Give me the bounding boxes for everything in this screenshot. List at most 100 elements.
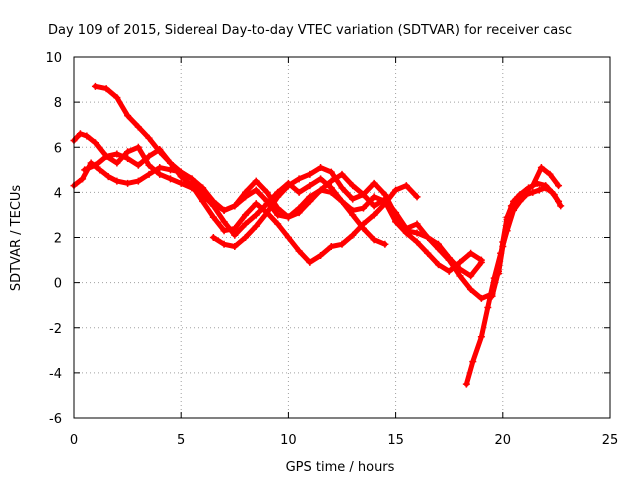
- data-point: [445, 254, 453, 262]
- y-tick-label: 2: [54, 232, 62, 247]
- y-tick-label: -4: [49, 367, 62, 382]
- data-point: [295, 204, 303, 212]
- series-track-1: [70, 130, 485, 275]
- x-tick-label: 25: [602, 433, 619, 448]
- data-point: [555, 182, 563, 190]
- data-point: [477, 258, 485, 266]
- data-point: [495, 270, 503, 278]
- data-point: [537, 164, 545, 172]
- data-point: [402, 182, 410, 190]
- data-point: [434, 261, 442, 269]
- data-point: [402, 227, 410, 235]
- data-point: [102, 152, 110, 160]
- data-point: [104, 173, 112, 181]
- x-tick-label: 20: [495, 433, 512, 448]
- data-point: [381, 240, 389, 248]
- data-point: [557, 202, 565, 210]
- data-point: [370, 236, 378, 244]
- data-point: [370, 202, 378, 210]
- data-point: [317, 164, 325, 172]
- data-point: [199, 184, 207, 192]
- data-point: [413, 229, 421, 237]
- data-point: [263, 209, 271, 217]
- x-tick-label: 5: [177, 433, 185, 448]
- data-point: [166, 175, 174, 183]
- data-point: [188, 175, 196, 183]
- data-point: [274, 211, 282, 219]
- data-point: [113, 150, 121, 158]
- data-point: [145, 152, 153, 160]
- y-tick-label: 4: [54, 186, 62, 201]
- data-point: [424, 234, 432, 241]
- data-point: [499, 243, 507, 251]
- data-point: [392, 211, 400, 219]
- data-point: [327, 243, 335, 251]
- data-point: [535, 186, 543, 194]
- y-tick-label: 8: [54, 96, 62, 111]
- data-point: [295, 247, 303, 255]
- data-point: [306, 182, 314, 190]
- data-point: [102, 85, 110, 93]
- data-point: [529, 188, 537, 196]
- data-point: [231, 231, 239, 239]
- data-point: [456, 265, 464, 273]
- data-point: [209, 234, 217, 241]
- data-point: [252, 186, 260, 194]
- data-point: [338, 240, 346, 248]
- data-point: [91, 82, 99, 90]
- data-point: [359, 204, 367, 212]
- data-point: [220, 206, 228, 214]
- data-point: [134, 143, 142, 151]
- data-point: [370, 193, 378, 201]
- series-track-8: [495, 164, 563, 278]
- data-point: [317, 175, 325, 183]
- data-point: [113, 177, 121, 185]
- series-line: [210, 165, 484, 279]
- data-point: [134, 177, 142, 185]
- data-point: [327, 168, 335, 176]
- data-point: [252, 222, 260, 230]
- data-point: [317, 252, 325, 260]
- data-point: [220, 227, 228, 235]
- series-line: [71, 131, 484, 274]
- y-axis-label: SDTVAR / TECUs: [9, 185, 24, 292]
- data-point: [209, 213, 217, 221]
- data-point: [231, 224, 239, 232]
- data-point: [467, 249, 475, 257]
- data-point: [79, 175, 87, 183]
- series-line: [92, 83, 388, 247]
- data-point: [231, 243, 239, 251]
- data-point: [242, 188, 250, 196]
- data-point: [295, 188, 303, 196]
- data-point: [156, 170, 164, 178]
- series-track-3: [81, 146, 421, 266]
- data-point: [413, 193, 421, 201]
- series-track-5: [209, 164, 485, 280]
- data-point: [274, 204, 282, 212]
- data-point: [284, 182, 292, 190]
- data-point: [220, 240, 228, 248]
- data-point: [413, 220, 421, 228]
- data-point: [263, 197, 271, 205]
- y-tick-label: 0: [54, 277, 62, 292]
- data-point: [177, 168, 185, 176]
- data-point: [550, 191, 558, 199]
- data-point: [306, 193, 314, 201]
- data-point: [199, 197, 207, 205]
- data-point: [306, 170, 314, 178]
- series-line: [496, 165, 561, 277]
- data-point: [338, 170, 346, 178]
- data-point: [145, 134, 153, 142]
- data-point: [231, 202, 239, 210]
- data-point: [96, 166, 104, 174]
- data-point: [349, 231, 357, 239]
- data-point: [413, 238, 421, 246]
- data-point: [124, 179, 132, 187]
- data-layer: [70, 82, 565, 388]
- data-point: [156, 148, 164, 156]
- data-point: [177, 179, 185, 187]
- y-tick-label: -2: [49, 322, 62, 337]
- data-point: [359, 224, 367, 232]
- data-point: [81, 166, 89, 174]
